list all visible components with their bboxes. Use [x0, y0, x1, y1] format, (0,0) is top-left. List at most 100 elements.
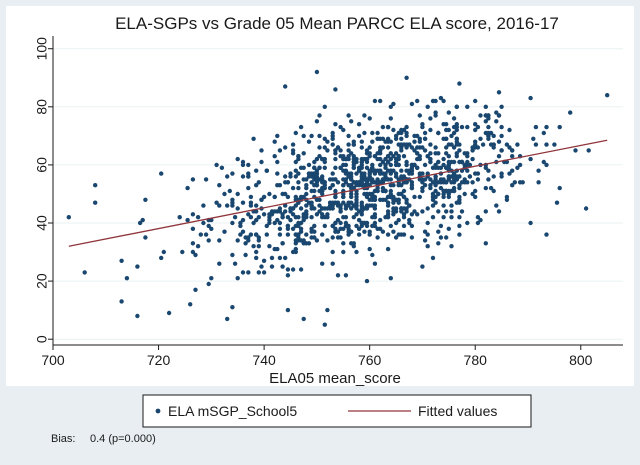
data-point [385, 159, 391, 165]
data-point [338, 165, 343, 170]
data-point [401, 142, 407, 147]
data-point [449, 133, 454, 139]
data-point [283, 145, 288, 150]
data-point [393, 220, 399, 226]
data-point [486, 177, 491, 182]
data-point [483, 241, 488, 246]
data-point [322, 104, 327, 110]
data-point [496, 90, 502, 95]
data-point [248, 215, 254, 220]
data-point [246, 185, 251, 191]
data-point [378, 217, 383, 223]
legend: ELA mSGP_School5 Fitted values [142, 394, 532, 428]
data-point [296, 185, 301, 191]
data-point [459, 159, 465, 165]
data-point [309, 215, 314, 220]
data-point [312, 165, 317, 170]
data-point [351, 142, 356, 147]
data-point [259, 148, 264, 153]
data-point [391, 101, 396, 107]
data-point [362, 113, 367, 118]
data-point [444, 235, 449, 240]
bias-value: 0.4 (p=0.000) [90, 433, 156, 445]
data-point [124, 276, 130, 281]
data-point [444, 136, 449, 141]
data-point [304, 191, 309, 197]
data-point [330, 133, 335, 139]
data-point [272, 139, 277, 144]
data-point [385, 177, 391, 182]
data-point [457, 148, 462, 153]
data-point [256, 180, 261, 185]
data-point [217, 203, 222, 208]
data-point [259, 264, 264, 269]
data-point [341, 215, 346, 220]
data-point [364, 278, 370, 284]
x-tick-label: 720 [147, 352, 171, 368]
data-point [380, 177, 386, 182]
data-point [449, 203, 454, 208]
data-point [491, 188, 496, 194]
data-point [396, 200, 401, 205]
data-point [430, 191, 436, 197]
data-point [409, 235, 415, 240]
data-point [290, 267, 296, 272]
data-point [491, 133, 496, 139]
data-point [217, 261, 222, 266]
data-point [359, 145, 364, 150]
data-point [404, 124, 409, 130]
data-point [246, 212, 251, 217]
data-point [290, 142, 296, 147]
data-point [325, 238, 330, 243]
data-point [259, 197, 264, 202]
data-point [343, 171, 349, 176]
data-point [541, 130, 546, 136]
data-point [349, 229, 354, 234]
data-point [438, 95, 444, 101]
data-point [349, 174, 354, 179]
data-point [444, 151, 449, 156]
data-point [356, 133, 362, 139]
data-point [298, 229, 304, 234]
data-point [396, 191, 401, 197]
data-point [225, 316, 230, 322]
data-point [293, 203, 298, 208]
data-point [180, 249, 185, 255]
data-point [185, 185, 190, 191]
data-point [499, 104, 504, 110]
data-point [428, 116, 433, 121]
data-point [441, 180, 446, 185]
data-point [478, 217, 483, 223]
data-point [330, 171, 335, 176]
data-point [412, 194, 417, 200]
data-point [364, 156, 370, 162]
data-point [322, 180, 327, 185]
data-point [385, 209, 391, 214]
data-point [335, 229, 341, 234]
data-point [351, 244, 356, 249]
data-point [290, 148, 296, 153]
data-point [407, 171, 412, 176]
data-point [330, 142, 335, 147]
data-point [475, 124, 481, 130]
data-point [451, 116, 457, 121]
data-point [261, 212, 267, 217]
data-point [203, 177, 209, 182]
data-point [306, 241, 312, 246]
data-point [486, 168, 491, 173]
data-point [473, 194, 478, 200]
data-point [275, 133, 280, 139]
data-point [359, 159, 364, 165]
data-point [388, 162, 393, 168]
data-point [483, 104, 488, 110]
data-point [359, 209, 364, 214]
data-point [119, 299, 124, 304]
data-point [254, 255, 259, 261]
data-point [317, 203, 322, 208]
data-point [451, 180, 457, 185]
data-point [557, 124, 562, 130]
data-point [478, 113, 483, 118]
data-point [312, 235, 317, 240]
legend-label-fitted: Fitted values [418, 403, 497, 419]
data-point [486, 136, 491, 141]
